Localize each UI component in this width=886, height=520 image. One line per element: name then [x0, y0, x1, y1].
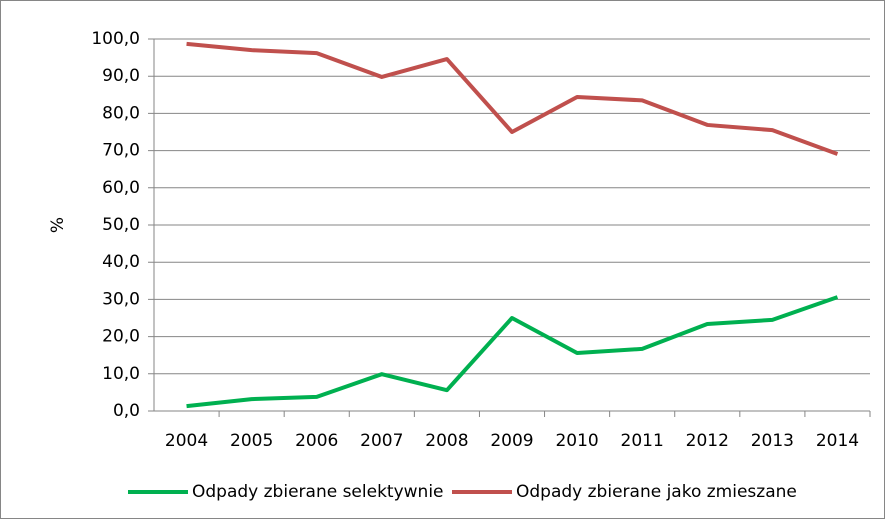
x-tick-label: 2014: [816, 431, 859, 451]
y-tick-label: 70,0: [102, 141, 140, 161]
y-tick-label: 50,0: [102, 215, 140, 235]
y-tick-label: 10,0: [102, 364, 140, 384]
x-tick-label: 2011: [621, 431, 664, 451]
y-tick-label: 0,0: [113, 401, 140, 421]
x-tick-label: 2012: [686, 431, 729, 451]
x-tick-label: 2005: [230, 431, 273, 451]
y-tick-label: 20,0: [102, 327, 140, 347]
x-tick-label: 2006: [295, 431, 338, 451]
x-tick-label: 2008: [425, 431, 468, 451]
legend-label: Odpady zbierane jako zmieszane: [516, 482, 797, 502]
x-tick-label: 2007: [360, 431, 403, 451]
x-tick-label: 2009: [490, 431, 533, 451]
y-tick-label: 40,0: [102, 252, 140, 272]
y-tick-label: 30,0: [102, 289, 140, 309]
y-tick-label: 100,0: [91, 29, 140, 49]
x-tick-label: 2004: [165, 431, 208, 451]
series-line: [186, 295, 839, 409]
y-tick-label: 90,0: [102, 66, 140, 86]
y-axis-label: %: [48, 217, 68, 233]
x-tick-label: 2013: [751, 431, 794, 451]
y-tick-label: 60,0: [102, 178, 140, 198]
series-line: [186, 41, 839, 156]
y-tick-label: 80,0: [102, 103, 140, 123]
x-tick-label: 2010: [555, 431, 598, 451]
legend-label: Odpady zbierane selektywnie: [192, 482, 444, 502]
